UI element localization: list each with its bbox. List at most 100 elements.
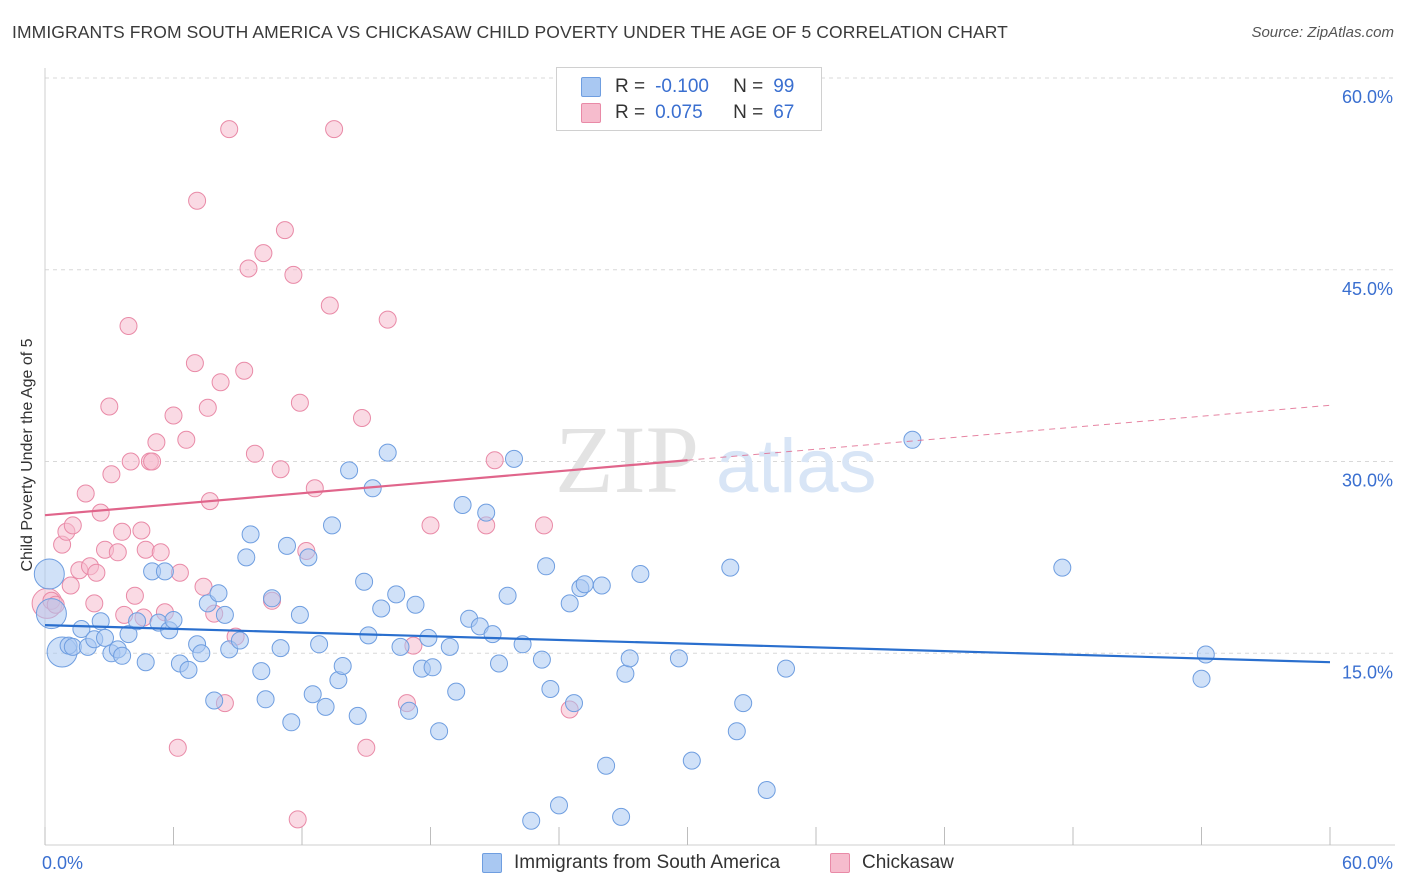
point-chickasaw — [284, 265, 303, 284]
point-immigrants — [209, 584, 228, 603]
point-chickasaw — [188, 191, 207, 210]
legend-swatch-blue — [581, 77, 601, 97]
point-chickasaw — [485, 451, 504, 470]
point-chickasaw — [100, 397, 119, 416]
point-immigrants — [620, 649, 639, 668]
point-chickasaw — [170, 563, 189, 582]
point-immigrants — [430, 722, 449, 741]
point-chickasaw — [108, 543, 127, 562]
point-immigrants — [256, 690, 275, 709]
y-tick-label: 45.0% — [1342, 279, 1393, 299]
point-immigrants — [310, 635, 329, 654]
y-tick-label: 60.0% — [1342, 87, 1393, 107]
point-immigrants — [237, 548, 256, 567]
point-chickasaw — [271, 460, 290, 479]
point-immigrants — [777, 659, 795, 678]
point-immigrants — [355, 572, 374, 591]
point-immigrants — [682, 751, 701, 770]
point-chickasaw — [177, 430, 196, 449]
point-immigrants — [263, 589, 281, 608]
point-immigrants — [35, 598, 67, 630]
point-chickasaw — [254, 244, 273, 263]
point-chickasaw — [290, 393, 309, 412]
point-chickasaw — [91, 503, 110, 522]
trend-lines — [44, 404, 1331, 664]
point-immigrants — [316, 697, 335, 716]
point-immigrants — [505, 449, 523, 468]
point-immigrants — [290, 605, 309, 624]
point-immigrants — [215, 605, 234, 624]
point-immigrants — [72, 620, 91, 638]
tick-labels: 15.0% 30.0% 45.0% 60.0% 0.0% 60.0% — [42, 87, 1393, 873]
point-immigrants — [372, 599, 391, 618]
point-chickasaw — [61, 576, 80, 595]
point-immigrants — [113, 646, 132, 665]
point-immigrants — [119, 625, 138, 644]
point-immigrants — [541, 680, 560, 698]
point-chickasaw — [320, 296, 339, 315]
point-immigrants — [271, 639, 290, 658]
point-immigrants — [560, 594, 579, 613]
point-immigrants — [1192, 669, 1211, 688]
point-immigrants — [164, 611, 183, 629]
point-immigrants — [483, 625, 502, 644]
watermark-atlas: atlas — [716, 424, 877, 509]
point-immigrants — [278, 536, 296, 555]
series-legend-label: Immigrants from South America — [514, 852, 781, 873]
point-chickasaw — [357, 738, 376, 757]
legend-r-value: 0.075 — [655, 102, 703, 123]
point-immigrants — [532, 650, 551, 669]
point-immigrants — [1053, 558, 1072, 577]
point-chickasaw — [305, 479, 324, 498]
trend-line-chickasaw-extension — [687, 404, 1331, 461]
point-chickasaw — [421, 516, 440, 535]
point-immigrants — [490, 654, 508, 673]
legend-r-value: -0.100 — [655, 76, 709, 97]
point-chickasaw — [87, 563, 106, 582]
point-immigrants — [522, 811, 541, 830]
point-immigrants — [423, 658, 442, 677]
point-immigrants — [241, 525, 260, 544]
point-immigrants — [477, 503, 496, 522]
point-immigrants — [323, 516, 341, 535]
point-immigrants — [440, 637, 459, 656]
point-chickasaw — [325, 120, 344, 139]
point-immigrants — [378, 443, 397, 462]
point-immigrants — [592, 576, 611, 595]
series-swatch-blue — [482, 853, 502, 873]
point-chickasaw — [185, 354, 204, 373]
point-immigrants — [348, 706, 367, 725]
point-immigrants — [612, 807, 631, 826]
series-legend-immigrants[interactable]: Immigrants from South America — [482, 852, 780, 874]
point-immigrants — [252, 662, 271, 681]
point-immigrants — [299, 548, 318, 567]
point-immigrants — [631, 565, 650, 583]
chart-title: IMMIGRANTS FROM SOUTH AMERICA VS CHICKAS… — [12, 22, 1008, 42]
point-chickasaw — [143, 452, 162, 471]
series-legend-chickasaw[interactable]: Chickasaw — [830, 852, 954, 874]
point-immigrants — [230, 631, 249, 650]
point-chickasaw — [194, 577, 213, 596]
point-immigrants — [757, 781, 776, 799]
point-chickasaw — [102, 465, 121, 484]
x-tick-label: 0.0% — [42, 853, 83, 873]
point-chickasaw — [168, 738, 187, 757]
point-immigrants — [333, 657, 352, 675]
point-chickasaw — [535, 516, 553, 535]
point-immigrants — [669, 649, 688, 668]
point-chickasaw — [235, 361, 254, 380]
point-immigrants — [391, 637, 410, 656]
point-immigrants — [63, 637, 82, 656]
point-immigrants — [400, 701, 419, 720]
point-chickasaw — [198, 398, 217, 417]
point-immigrants — [565, 694, 583, 713]
legend-r-label: R = — [615, 76, 646, 97]
legend-r-label: R = — [615, 102, 646, 123]
trend-line-chickasaw — [44, 459, 688, 517]
y-tick-label: 15.0% — [1342, 662, 1393, 682]
point-immigrants — [96, 628, 114, 647]
point-immigrants — [419, 628, 438, 647]
point-immigrants — [727, 722, 746, 741]
point-immigrants — [597, 756, 616, 775]
